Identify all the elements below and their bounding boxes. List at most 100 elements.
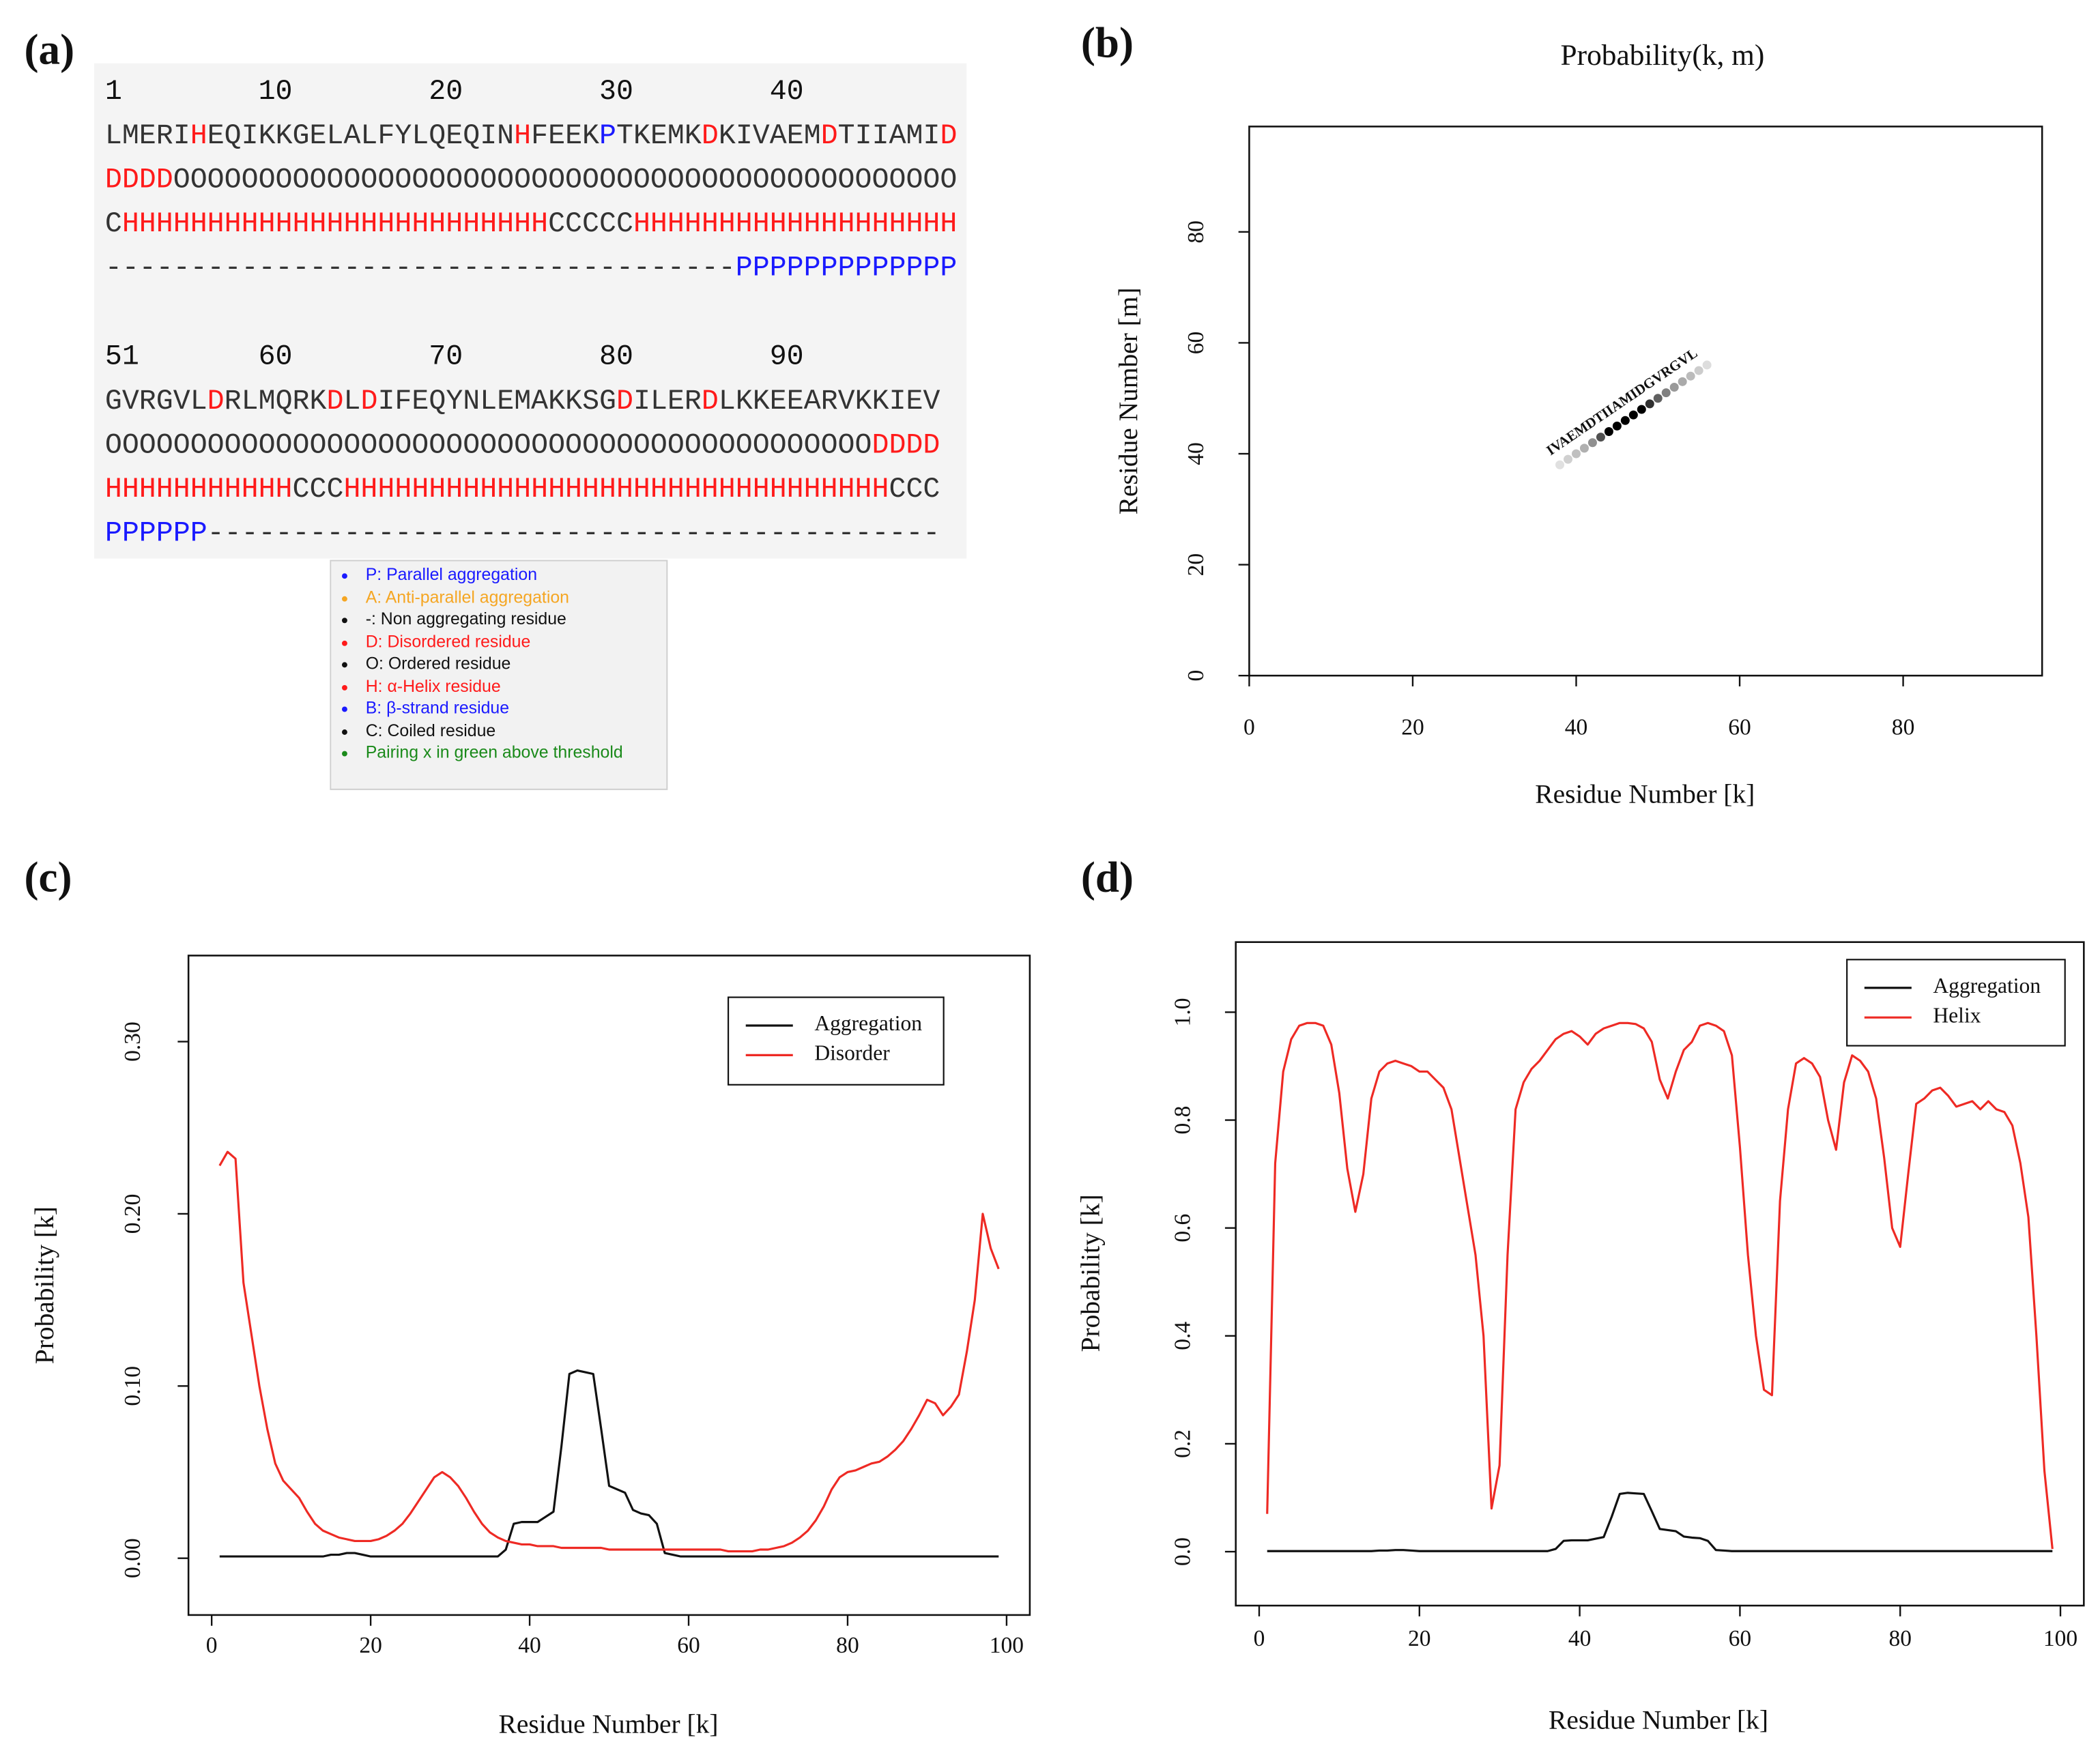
x-axis-label: Residue Number [k] [1549, 1705, 1768, 1735]
series-line [219, 1369, 999, 1558]
point [1579, 444, 1589, 453]
residue-run: RLMQRK [225, 386, 327, 418]
x-axis-label: Residue Number [k] [499, 1709, 719, 1739]
legend-label: Aggregation [814, 1011, 922, 1035]
x-tick-label: 40 [1568, 1626, 1592, 1651]
residue-run: D [360, 386, 377, 418]
y-tick-label: 0.00 [120, 1538, 145, 1578]
residue-run: DDDD [872, 429, 940, 461]
residue-run: OOOOOOOOOOOOOOOOOOOOOOOOOOOOOOOOOOOOOOOO… [173, 164, 958, 197]
residue-run: CCC [293, 474, 344, 506]
legend-item: D: Disordered residue [342, 630, 649, 653]
sequence-legend: P: Parallel aggregationA: Anti-parallel … [330, 560, 670, 793]
sequence-row: OOOOOOOOOOOOOOOOOOOOOOOOOOOOOOOOOOOOOOOO… [105, 429, 940, 461]
panel-label: (c) [25, 853, 72, 901]
residue-run: LKKEEARVKKIEV [719, 386, 940, 418]
point [1571, 449, 1581, 459]
x-tick-label: 20 [1401, 715, 1424, 740]
residue-run: HHHHHHHHHHHHHHHHHHHHHHHHH [122, 208, 548, 240]
legend-label: Helix [1933, 1003, 1981, 1027]
point [1628, 410, 1638, 420]
point [1653, 394, 1663, 403]
residue-run: PPPPPP [105, 517, 207, 549]
x-tick-label: 0 [1254, 1626, 1265, 1651]
residue-run: CCC [889, 474, 940, 506]
residue-run: H [190, 120, 207, 152]
y-tick-label: 0.20 [120, 1194, 145, 1234]
plot-box [1235, 941, 2085, 1607]
annotation: IVAEMDTIIAMIDGVRGVL [1544, 346, 1700, 459]
y-tick-label: 0.6 [1170, 1214, 1195, 1243]
residue-run: D [702, 386, 719, 418]
residue-run: D [821, 120, 838, 152]
point [1596, 433, 1605, 442]
x-axis-label: Residue Number [k] [1535, 779, 1755, 809]
legend-box [1846, 959, 2066, 1047]
sequence-row: PPPPPP----------------------------------… [105, 517, 940, 549]
residue-run: ILER [633, 386, 702, 418]
residue-run: D [702, 120, 719, 152]
residue-run: EQIKKGELALFYLQEQIN [207, 120, 514, 152]
point [1645, 399, 1654, 409]
ruler-number: 60 [259, 341, 293, 373]
residue-run: DDDD [105, 164, 173, 197]
legend-item: -: Non aggregating residue [342, 609, 649, 631]
point [1678, 377, 1687, 386]
residue-run: HHHHHHHHHHHHHHHHHHH [633, 208, 957, 240]
y-tick-label: 0.2 [1170, 1429, 1195, 1458]
legend-item: A: Anti-parallel aggregation [342, 586, 649, 609]
point [1637, 405, 1646, 414]
x-tick-label: 0 [1243, 715, 1255, 740]
plot-box [1248, 126, 2043, 677]
x-tick-label: 60 [1729, 1626, 1752, 1651]
ruler-number: 1 [105, 76, 122, 108]
ruler-number: 10 [259, 76, 293, 108]
ruler-number: 40 [770, 76, 804, 108]
sequence-row: HHHHHHHHHHHCCCHHHHHHHHHHHHHHHHHHHHHHHHHH… [105, 474, 940, 506]
plot-box [187, 955, 1031, 1616]
y-axis-label: Probability [k] [29, 1206, 59, 1364]
residue-run: IFEQYNLEMAKKSG [377, 386, 616, 418]
x-tick-label: 80 [1888, 1626, 1912, 1651]
sequence-row: -------------------------------------PPP… [105, 252, 958, 285]
panel-label: (d) [1081, 853, 1134, 901]
residue-run: GVRGVL [105, 386, 207, 418]
point [1564, 454, 1573, 464]
x-tick-label: 80 [836, 1633, 859, 1658]
point [1669, 382, 1679, 392]
legend-item: B: β-strand residue [342, 697, 649, 720]
y-tick-label: 40 [1183, 442, 1209, 465]
ruler-number: 20 [429, 76, 463, 108]
y-tick-label: 80 [1183, 220, 1209, 244]
panel-label: (a) [25, 25, 75, 73]
residue-run: TKEMK [616, 120, 702, 152]
y-tick-label: 0.10 [120, 1366, 145, 1406]
residue-run: KIVAEM [719, 120, 821, 152]
point [1620, 416, 1630, 425]
y-tick-label: 1.0 [1170, 998, 1195, 1027]
point [1694, 366, 1703, 375]
residue-run: CCCCC [548, 208, 633, 240]
point [1686, 371, 1695, 381]
y-tick-label: 0.30 [120, 1021, 145, 1062]
point [1587, 438, 1597, 448]
panel-label: (b) [1081, 19, 1134, 67]
residue-run: D [616, 386, 633, 418]
x-tick-label: 100 [990, 1633, 1024, 1658]
y-tick-label: 0.4 [1170, 1322, 1195, 1350]
legend-box [728, 996, 945, 1086]
x-tick-label: 60 [1728, 715, 1751, 740]
x-tick-label: 0 [206, 1633, 218, 1658]
legend-box: P: Parallel aggregationA: Anti-parallel … [330, 560, 668, 790]
series-line [1267, 1492, 2053, 1552]
legend-label: Aggregation [1933, 974, 2041, 998]
residue-run: PPPPPPPPPPPPP [736, 252, 958, 285]
residue-run: D [940, 120, 958, 152]
residue-run: L [343, 386, 360, 418]
y-axis-label: Residue Number [m] [1113, 287, 1143, 514]
ruler-number: 30 [599, 76, 633, 108]
sequence-row: LMERIHEQIKKGELALFYLQEQINHFEEKPTKEMKDKIVA… [105, 120, 958, 152]
x-tick-label: 100 [2043, 1626, 2077, 1651]
residue-run: OOOOOOOOOOOOOOOOOOOOOOOOOOOOOOOOOOOOOOOO… [105, 429, 872, 461]
